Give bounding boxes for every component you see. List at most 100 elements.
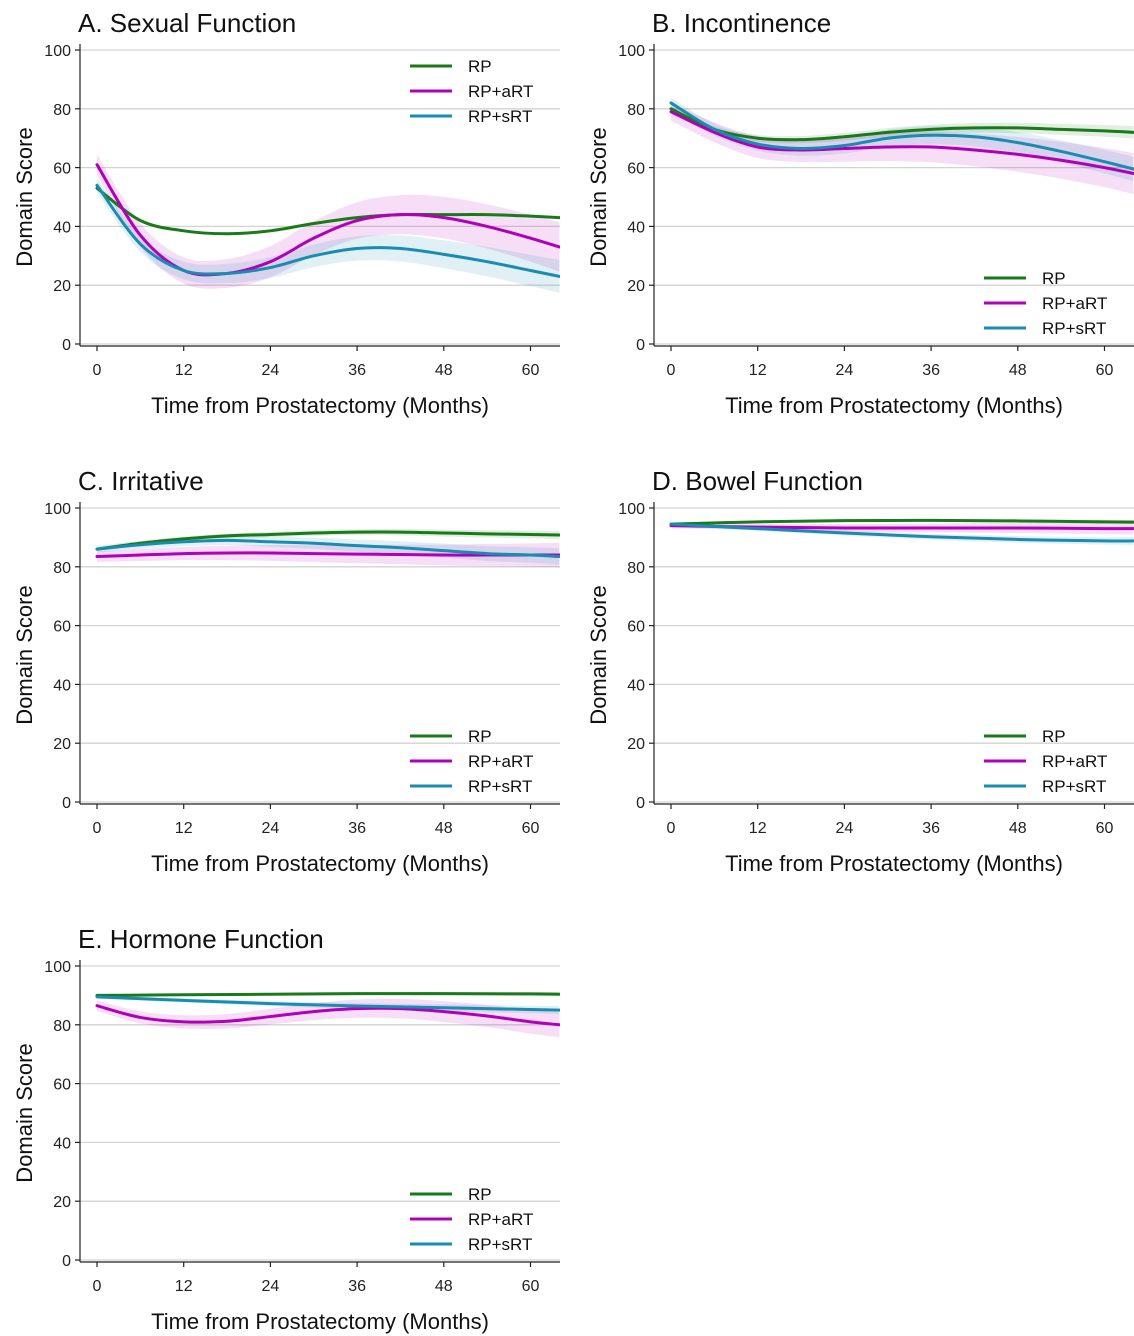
y-axis-label: Domain Score — [586, 127, 611, 266]
legend-label: RP+sRT — [1042, 777, 1106, 796]
x-tick-label: 0 — [667, 820, 676, 837]
y-tick-label: 0 — [636, 795, 645, 812]
x-tick-label: 60 — [522, 820, 540, 837]
panel-title: D. Bowel Function — [652, 466, 863, 496]
x-tick-label: 60 — [522, 362, 540, 379]
legend-label: RP+aRT — [1042, 294, 1107, 313]
legend-label: RP+aRT — [468, 82, 533, 101]
series-line — [95, 995, 560, 1012]
x-tick-label: 12 — [175, 820, 193, 837]
series-line — [669, 107, 1134, 142]
x-tick-label: 12 — [749, 820, 767, 837]
x-tick-label: 36 — [922, 820, 940, 837]
y-tick-label: 0 — [62, 337, 71, 354]
legend-label: RP — [468, 1185, 492, 1204]
y-tick-label: 60 — [627, 619, 645, 636]
y-axis-label: Domain Score — [12, 1043, 37, 1182]
x-tick-label: 36 — [348, 362, 366, 379]
x-tick-label: 60 — [522, 1278, 540, 1295]
series-line — [95, 538, 560, 559]
panel-3: C. Irritative 0 20 40 60 80 100 0 12 24 36 48 60 Time… — [12, 466, 560, 876]
legend-label: RP+aRT — [468, 752, 533, 771]
legend-label: RP+sRT — [468, 107, 532, 126]
y-tick-label: 60 — [53, 619, 71, 636]
legend-label: RP+sRT — [468, 1235, 532, 1254]
y-tick-label: 40 — [627, 677, 645, 694]
series-line — [95, 992, 560, 997]
panel-1: A. Sexual Function 0 20 40 60 80 100 0 12 24 36 48 6… — [12, 8, 560, 418]
legend-label: RP — [1042, 727, 1066, 746]
y-tick-label: 20 — [627, 278, 645, 295]
y-tick-label: 20 — [627, 736, 645, 753]
confidence-band — [97, 535, 560, 565]
series-line — [95, 163, 560, 277]
x-tick-label: 12 — [175, 1278, 193, 1295]
y-tick-label: 0 — [636, 337, 645, 354]
x-tick-label: 24 — [836, 820, 854, 837]
confidence-band — [97, 178, 560, 293]
legend-label: RP — [1042, 269, 1066, 288]
panel-4: D. Bowel Function 0 20 40 60 80 100 0 12 24 36 48 60… — [586, 466, 1134, 876]
confidence-band — [671, 102, 1134, 195]
y-tick-label: 100 — [44, 43, 71, 60]
y-tick-label: 80 — [627, 560, 645, 577]
y-axis-label: Domain Score — [12, 127, 37, 266]
x-tick-label: 0 — [667, 362, 676, 379]
series-line — [669, 110, 1134, 175]
x-tick-label: 24 — [262, 1278, 280, 1295]
y-tick-label: 80 — [627, 102, 645, 119]
x-axis-label: Time from Prostatectomy (Months) — [725, 851, 1063, 876]
x-tick-label: 12 — [175, 362, 193, 379]
y-tick-label: 40 — [53, 1135, 71, 1152]
y-tick-label: 40 — [53, 219, 71, 236]
y-tick-label: 60 — [53, 1077, 71, 1094]
legend-label: RP — [468, 57, 492, 76]
y-tick-label: 60 — [627, 161, 645, 178]
x-axis-label: Time from Prostatectomy (Months) — [151, 393, 489, 418]
x-tick-label: 60 — [1096, 362, 1114, 379]
series-line — [95, 186, 560, 236]
x-tick-label: 0 — [93, 1278, 102, 1295]
panel-title: C. Irritative — [78, 466, 204, 496]
panel-5: E. Hormone Function 0 20 40 60 80 100 0 12 24 36 48… — [12, 924, 560, 1334]
confidence-band — [671, 97, 1134, 182]
panel-title: E. Hormone Function — [78, 924, 324, 954]
y-tick-label: 20 — [53, 1194, 71, 1211]
x-tick-label: 36 — [922, 362, 940, 379]
x-tick-label: 0 — [93, 820, 102, 837]
y-tick-label: 100 — [44, 959, 71, 976]
series-line — [95, 183, 560, 278]
y-tick-label: 60 — [53, 161, 71, 178]
y-tick-label: 80 — [53, 1018, 71, 1035]
x-tick-label: 24 — [262, 362, 280, 379]
legend-label: RP+sRT — [1042, 319, 1106, 338]
series-line — [669, 101, 1134, 171]
y-tick-label: 100 — [618, 501, 645, 518]
y-axis-label: Domain Score — [12, 585, 37, 724]
confidence-band — [671, 106, 1134, 144]
panel-title: B. Incontinence — [652, 8, 831, 38]
legend-label: RP+sRT — [468, 777, 532, 796]
legend-label: RP+aRT — [1042, 752, 1107, 771]
x-axis-label: Time from Prostatectomy (Months) — [151, 1309, 489, 1334]
x-tick-label: 48 — [1009, 820, 1027, 837]
x-tick-label: 60 — [1096, 820, 1114, 837]
panel-title: A. Sexual Function — [78, 8, 296, 38]
y-tick-label: 0 — [62, 795, 71, 812]
x-axis-label: Time from Prostatectomy (Months) — [151, 851, 489, 876]
y-tick-label: 100 — [618, 43, 645, 60]
x-tick-label: 36 — [348, 820, 366, 837]
y-tick-label: 20 — [53, 736, 71, 753]
y-tick-label: 40 — [627, 219, 645, 236]
y-tick-label: 20 — [53, 278, 71, 295]
x-tick-label: 48 — [1009, 362, 1027, 379]
y-tick-label: 80 — [53, 560, 71, 577]
x-tick-label: 0 — [93, 362, 102, 379]
x-tick-label: 48 — [435, 1278, 453, 1295]
legend-label: RP+aRT — [468, 1210, 533, 1229]
series-line — [669, 518, 1134, 526]
x-tick-label: 48 — [435, 820, 453, 837]
y-axis-label: Domain Score — [586, 585, 611, 724]
y-tick-label: 100 — [44, 501, 71, 518]
